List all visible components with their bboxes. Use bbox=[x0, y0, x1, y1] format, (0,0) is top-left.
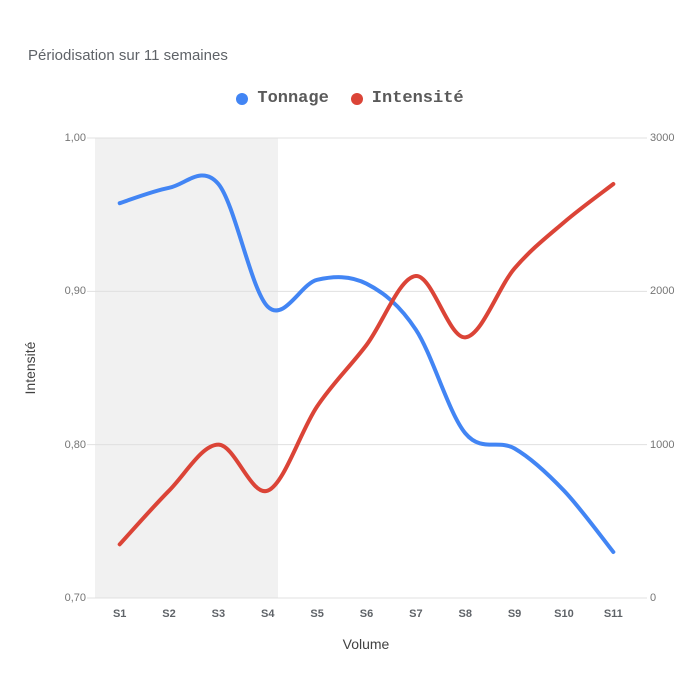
legend-label-tonnage: Tonnage bbox=[257, 89, 329, 108]
y-left-tick-label: 0,90 bbox=[64, 285, 86, 298]
y-right-tick-label: 2000 bbox=[650, 285, 675, 298]
y-right-tick-label: 1000 bbox=[650, 438, 675, 451]
y-right-tick-label: 0 bbox=[650, 592, 657, 604]
x-category-label: S9 bbox=[507, 608, 522, 620]
x-axis-title: Volume bbox=[342, 636, 390, 652]
highlight-band bbox=[95, 138, 278, 598]
y-left-tick-label: 0,70 bbox=[64, 592, 86, 604]
legend-label-intensite: Intensité bbox=[371, 89, 464, 108]
y-left-tick-label: 0,80 bbox=[64, 438, 86, 451]
x-category-label: S1 bbox=[112, 608, 127, 620]
x-category-label: S8 bbox=[458, 608, 472, 620]
x-category-label: S2 bbox=[162, 608, 176, 620]
x-category-label: S11 bbox=[603, 608, 623, 620]
intensit-line bbox=[117, 182, 616, 547]
x-category-label: S6 bbox=[359, 608, 374, 620]
legend-dot-intensite-icon bbox=[350, 92, 363, 105]
x-category-label: S10 bbox=[554, 608, 574, 620]
x-category-label: S5 bbox=[310, 608, 324, 620]
x-category-label: S4 bbox=[261, 608, 275, 620]
chart-title: Périodisation sur 11 semaines bbox=[28, 47, 228, 64]
y-left-tick-label: 1,00 bbox=[64, 132, 86, 144]
y-right-tick-label: 3000 bbox=[650, 132, 675, 144]
legend-dot-tonnage-icon bbox=[236, 92, 249, 105]
legend-item-intensite: Intensité bbox=[350, 89, 464, 108]
legend: Tonnage Intensité bbox=[0, 89, 700, 108]
x-category-label: S7 bbox=[409, 608, 423, 620]
legend-item-tonnage: Tonnage bbox=[236, 89, 329, 108]
y-axis-title: Intensité bbox=[22, 341, 38, 395]
x-category-label: S3 bbox=[211, 608, 226, 620]
tonnage-line bbox=[117, 173, 616, 554]
